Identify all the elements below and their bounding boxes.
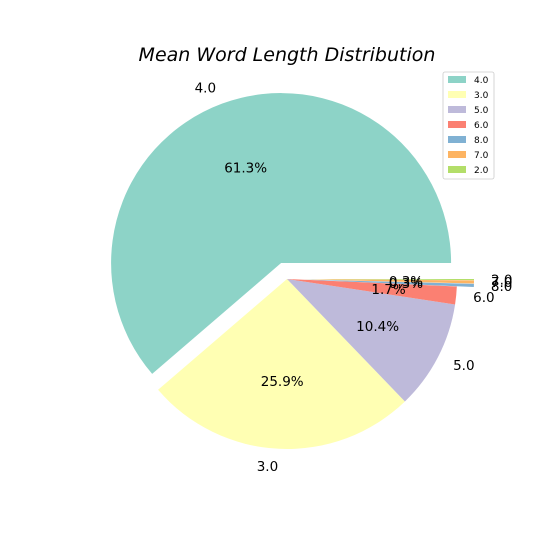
legend-swatch-4-0 <box>448 76 466 83</box>
slice-percent-8-0: 0.3% <box>389 276 423 292</box>
slice-percent-3-0: 25.9% <box>261 374 304 390</box>
slice-percent-4-0: 61.3% <box>224 160 267 176</box>
legend-label-6-0: 6.0 <box>474 121 489 131</box>
legend-label-8-0: 8.0 <box>474 136 489 146</box>
legend-label-5-0: 5.0 <box>474 106 489 116</box>
legend-swatch-5-0 <box>448 106 466 113</box>
pie-slice-2-0 <box>303 279 474 281</box>
slice-label-2-0: 2.0 <box>491 273 512 289</box>
legend-label-3-0: 3.0 <box>474 91 489 101</box>
slice-percent-7-0: 0.3% <box>389 274 423 290</box>
legend-swatch-6-0 <box>448 121 466 128</box>
legend-label-2-0: 2.0 <box>474 166 489 176</box>
legend-label-7-0: 7.0 <box>474 151 489 161</box>
slice-label-5-0: 5.0 <box>453 358 474 374</box>
legend-swatch-3-0 <box>448 91 466 98</box>
pie-slice-8-0 <box>303 279 474 288</box>
slice-label-3-0: 3.0 <box>257 459 278 475</box>
legend-swatch-8-0 <box>448 136 466 143</box>
slice-label-8-0: 8.0 <box>491 279 512 295</box>
pie-slice-4-0 <box>111 93 452 374</box>
chart-title: Mean Word Length Distribution <box>139 44 436 66</box>
slice-label-6-0: 6.0 <box>473 290 494 306</box>
slice-percent-6-0: 1.7% <box>371 282 405 298</box>
pie-labels: 4.0 61.3% 3.0 25.9% 5.0 10.4% 6.0 1.7% 8.0 0.3% 7.… <box>195 81 513 475</box>
legend-swatch-7-0 <box>448 151 466 158</box>
slice-percent-5-0: 10.4% <box>356 319 399 335</box>
legend-swatch-2-0 <box>448 166 466 173</box>
legend-label-4-0: 4.0 <box>474 76 489 86</box>
pie-slice-6-0 <box>287 279 457 305</box>
slice-label-4-0: 4.0 <box>195 81 216 97</box>
pie-slice-5-0 <box>287 279 456 402</box>
pie-slice-7-0 <box>303 279 474 284</box>
pie-slice-3-0 <box>158 279 405 450</box>
pie-slices <box>111 93 474 450</box>
legend: 4.0 3.0 5.0 6.0 8.0 7.0 2.0 <box>442 71 495 180</box>
slice-label-7-0: 7.0 <box>491 275 512 291</box>
